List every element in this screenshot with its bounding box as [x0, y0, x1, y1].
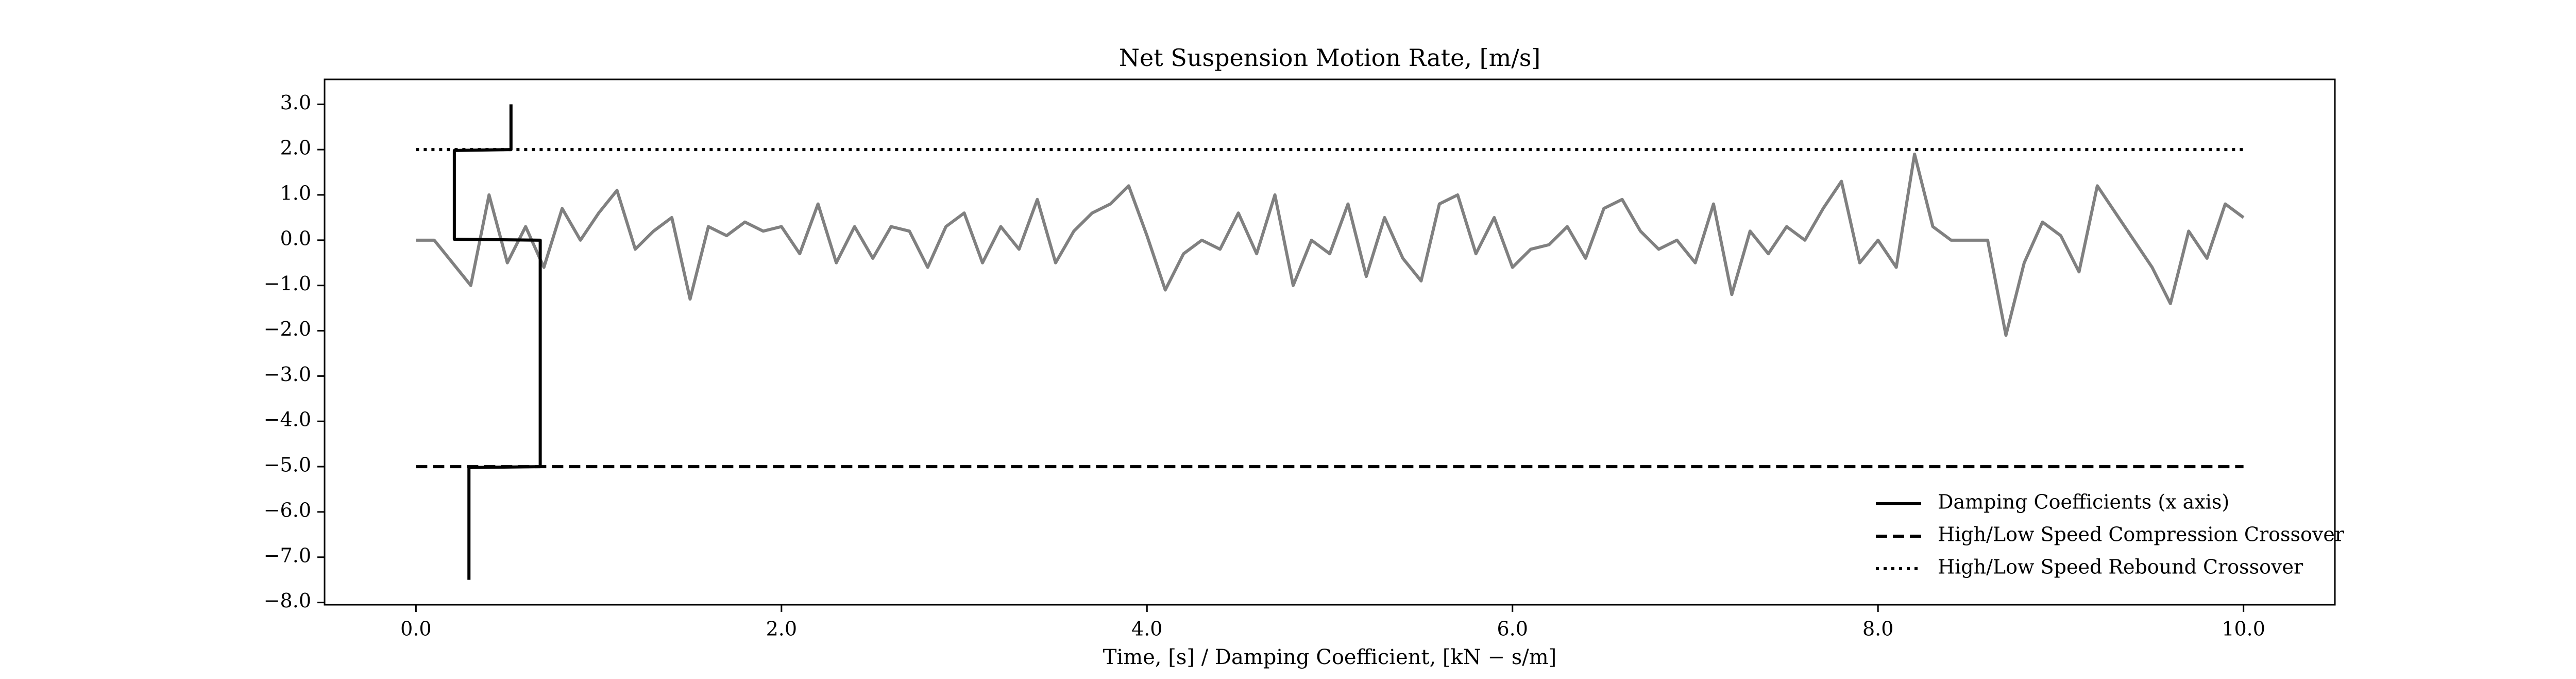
y-tick-label: 0.0 [280, 227, 311, 250]
y-tick-label: −3.0 [264, 363, 311, 386]
x-tick-label: 10.0 [2222, 618, 2265, 640]
plot-frame [324, 78, 2336, 606]
chart-title: Net Suspension Motion Rate, [m/s] [1119, 44, 1541, 72]
y-tick-label: −6.0 [264, 499, 311, 521]
y-tick-label: −7.0 [264, 544, 311, 567]
y-tick-label: 1.0 [280, 182, 311, 205]
x-axis-label: Time, [s] / Damping Coefficient, [kN − s… [1103, 645, 1557, 669]
y-tick-label: −2.0 [264, 318, 311, 340]
x-tick-label: 8.0 [1862, 618, 1893, 640]
y-tick-label: −4.0 [264, 408, 311, 431]
x-tick-label: 2.0 [766, 618, 797, 640]
y-tick-label: −1.0 [264, 272, 311, 295]
legend-label: High/Low Speed Compression Crossover [1938, 523, 2345, 546]
y-tick-label: −8.0 [264, 589, 311, 612]
y-tick-label: −5.0 [264, 454, 311, 476]
x-tick-label: 0.0 [400, 618, 431, 640]
y-tick-label: 2.0 [280, 137, 311, 159]
legend-label: High/Low Speed Rebound Crossover [1938, 556, 2303, 578]
y-tick-label: 3.0 [280, 91, 311, 114]
x-tick-label: 4.0 [1131, 618, 1162, 640]
x-tick-label: 6.0 [1497, 618, 1528, 640]
series-line [416, 152, 2245, 337]
legend-label: Damping Coefficients (x axis) [1938, 491, 2229, 514]
